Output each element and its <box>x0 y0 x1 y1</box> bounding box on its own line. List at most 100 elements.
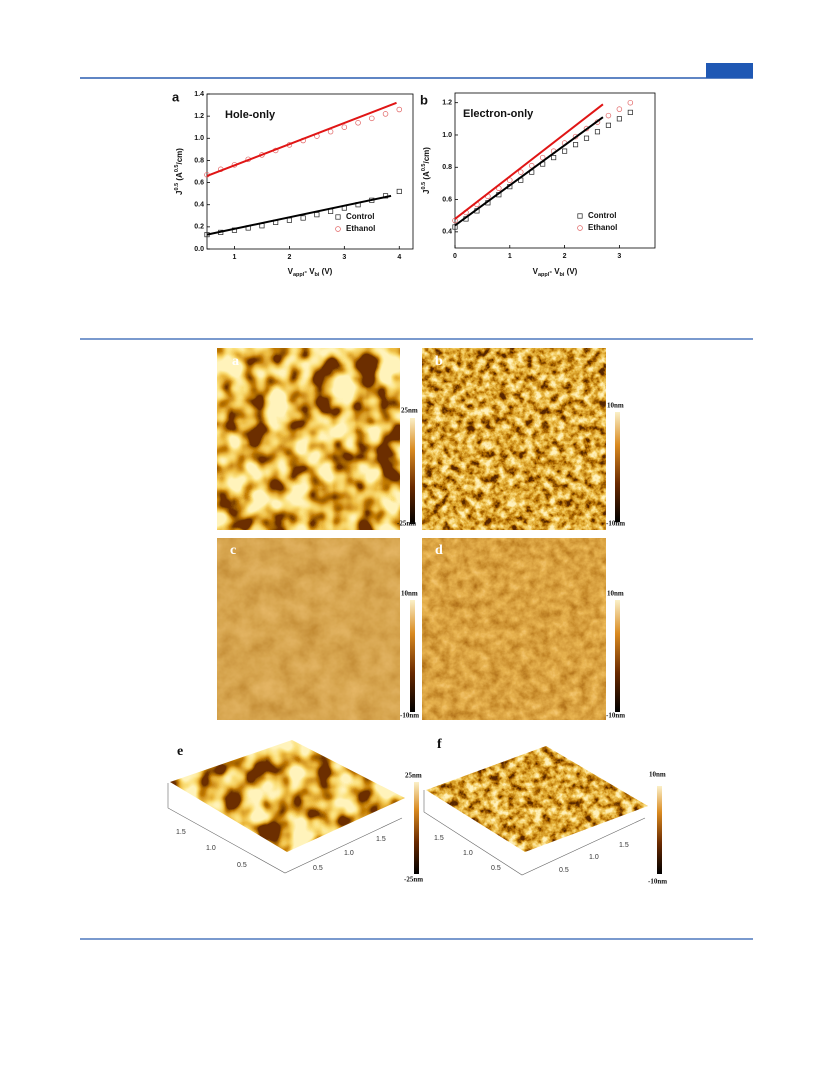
axis-label: 0.5 <box>313 865 323 872</box>
legend-label: Control <box>588 211 616 220</box>
legend-label: Ethanol <box>588 223 617 232</box>
axis-label-part: V <box>533 267 539 276</box>
y-tick-label: 0.8 <box>194 157 204 164</box>
panel-label: d <box>435 543 443 558</box>
point <box>572 142 579 148</box>
point <box>583 135 590 141</box>
axis-label: 0.5 <box>559 867 569 874</box>
scale-max: 10nm <box>607 402 624 410</box>
point <box>396 188 402 194</box>
axis-label: 1.0 <box>589 854 599 861</box>
panel-label: b <box>420 92 428 107</box>
axis-label: 1.5 <box>619 842 629 849</box>
afm-3d: e f 25nm -25nm 10nm -10nm 1.5 1.0 0.5 0.… <box>167 737 667 886</box>
axis-label: 1.5 <box>434 835 444 842</box>
y-tick-label: 1.2 <box>442 100 452 107</box>
axis-label-script: 0.5 <box>174 165 180 173</box>
axis-label-script: 0.5 <box>174 183 180 191</box>
x-tick-label: 4 <box>397 254 401 261</box>
legend-marker <box>577 225 583 231</box>
x-axis-label: Vappl- Vbi (V) <box>288 267 333 278</box>
axis-label-script: 0.5 <box>421 164 427 172</box>
scale-min: -10nm <box>648 878 667 886</box>
afm-image <box>422 538 606 720</box>
point <box>355 120 361 126</box>
afm-image <box>422 348 606 530</box>
afm-images: a b c d 25nm -25nm 10nm -10nm 10nm -10nm… <box>217 348 625 720</box>
legend-marker <box>335 226 341 232</box>
point <box>382 111 389 117</box>
x-axis-label: Vappl- Vbi (V) <box>533 267 578 278</box>
panel-label: b <box>435 354 443 369</box>
annotation: Hole-only <box>225 109 276 121</box>
panel-label: a <box>232 354 239 369</box>
axis-label-part: J <box>422 189 431 193</box>
scale-min: -10nm <box>400 712 419 720</box>
afm-surface <box>170 740 405 852</box>
x-tick-label: 2 <box>563 253 567 260</box>
axis-label-script: 0.5 <box>421 182 427 190</box>
axis-label-part: /cm) <box>175 148 184 165</box>
header-tab <box>706 63 753 78</box>
plot-frame <box>454 92 656 249</box>
panel-label: c <box>230 543 236 558</box>
scale-min: -25nm <box>404 876 423 884</box>
axis-label-script: bi <box>560 272 565 278</box>
axis-label-part: - V <box>304 267 315 276</box>
point <box>616 116 622 122</box>
scale-min: -10nm <box>606 712 625 720</box>
legend-marker <box>335 214 341 220</box>
point <box>396 106 403 113</box>
axis-label: 0.5 <box>491 865 501 872</box>
axis-label-part: (A <box>175 172 184 183</box>
point <box>539 154 546 161</box>
x-tick-label: 3 <box>617 253 621 260</box>
point <box>562 148 568 154</box>
fit-line <box>206 101 397 177</box>
point <box>518 169 524 175</box>
color-bar <box>410 600 415 712</box>
scale-max: 25nm <box>401 407 418 415</box>
afm-surface <box>426 746 648 852</box>
point <box>605 112 612 119</box>
y-tick-label: 0.6 <box>194 179 204 186</box>
axis-label: 1.0 <box>206 845 216 852</box>
scale-max: 25nm <box>405 772 422 780</box>
axis-label-script: appl <box>538 272 550 278</box>
y-tick-label: 0.0 <box>194 246 204 253</box>
legend-label: Control <box>346 212 374 221</box>
y-tick-label: 0.4 <box>194 202 204 209</box>
panel-label: e <box>177 744 183 759</box>
axis-frame <box>167 783 403 874</box>
scale-max: 10nm <box>401 590 418 598</box>
point <box>627 109 633 115</box>
x-tick-label: 1 <box>233 254 237 261</box>
x-tick-label: 0 <box>453 253 457 260</box>
annotation: Electron-only <box>463 108 534 120</box>
axis-label-script: appl <box>293 272 305 278</box>
legend-label: Ethanol <box>346 224 375 233</box>
color-bar <box>414 782 419 874</box>
point <box>300 215 306 221</box>
panel-label: a <box>172 89 180 104</box>
axis-label-part: (A <box>422 171 431 182</box>
y-tick-label: 1.0 <box>442 132 452 139</box>
color-bar <box>657 786 662 874</box>
axis-label: 1.5 <box>376 836 386 843</box>
point <box>594 129 601 135</box>
color-bar <box>615 412 620 522</box>
x-tick-label: 3 <box>342 254 346 261</box>
point <box>369 115 375 122</box>
point <box>627 99 634 106</box>
axis-label-part: (V) <box>564 267 577 276</box>
point <box>551 155 557 161</box>
axis-label: 0.5 <box>237 862 247 869</box>
panel-label: f <box>437 737 442 752</box>
plot-frame <box>206 93 414 250</box>
point <box>286 217 292 223</box>
scale-min: -25nm <box>397 520 416 528</box>
scale-min: -10nm <box>606 520 625 528</box>
axis-label-script: bi <box>315 272 320 278</box>
axis-label-part: J <box>175 190 184 194</box>
